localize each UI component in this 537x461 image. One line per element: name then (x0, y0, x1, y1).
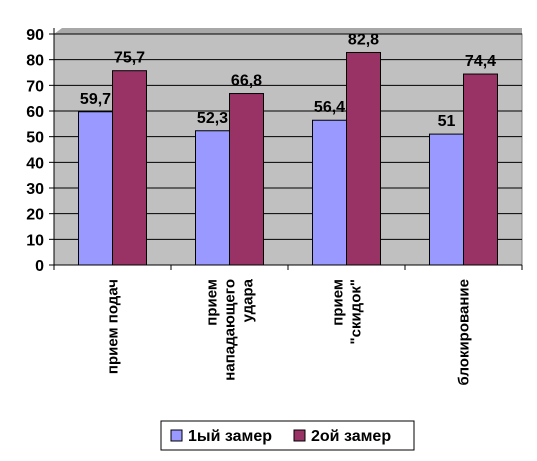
data-label: 82,8 (348, 31, 379, 48)
bar-1-3 (312, 119, 347, 266)
y-tick-label: 90 (26, 27, 44, 44)
x-category-label: прием (330, 279, 347, 326)
data-label: 66,8 (231, 73, 262, 90)
data-label: 51 (438, 113, 456, 130)
bar-1-2 (195, 130, 230, 266)
bar-1-1 (78, 111, 113, 266)
legend: 1ый замер 2ой замер (160, 420, 415, 451)
bar-2-4 (463, 73, 498, 266)
bar-2-1 (112, 70, 147, 266)
plot-area: 59,7 52,3 56,4 51 75,7 66,8 82,8 74,4 (53, 28, 523, 266)
bar-2-2 (229, 93, 264, 266)
x-category-label: "скидок" (348, 279, 365, 345)
y-tick-label: 40 (26, 155, 44, 172)
bar-1-4 (429, 133, 464, 266)
y-tick-label: 80 (26, 53, 44, 70)
legend-label: 1ый замер (188, 428, 272, 445)
y-tick-label: 30 (26, 181, 44, 198)
y-tick-label: 70 (26, 78, 44, 95)
x-category-label: прием (204, 279, 221, 326)
x-category-label: удара (240, 278, 257, 322)
x-category-label: прием подач (105, 279, 122, 374)
legend-swatch (170, 429, 183, 442)
y-tick-label: 60 (26, 104, 44, 121)
y-tick-label: 0 (35, 258, 44, 275)
y-tick-label: 10 (26, 232, 44, 249)
legend-swatch (293, 429, 306, 442)
data-label: 59,7 (80, 91, 111, 108)
legend-label: 2ой замер (311, 428, 391, 445)
x-category-label: блокирование (456, 279, 473, 385)
data-label: 56,4 (314, 99, 345, 116)
data-label: 75,7 (114, 50, 145, 67)
y-tick-label: 50 (26, 130, 44, 147)
data-label: 52,3 (197, 110, 228, 127)
legend-box (160, 420, 415, 451)
y-tick-label: 20 (26, 207, 44, 224)
data-label: 74,4 (465, 53, 496, 70)
bar-2-3 (346, 51, 381, 266)
x-category-label: нападающего (222, 279, 239, 381)
